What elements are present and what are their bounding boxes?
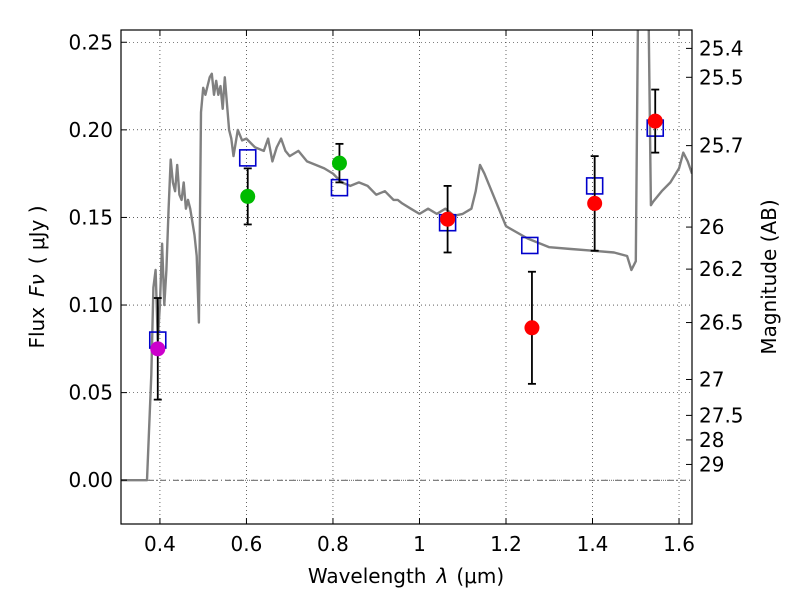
y-tick-label: 0.20	[68, 118, 113, 142]
y-tick-label: 0.15	[68, 205, 113, 229]
x-axis-label-prefix: Wavelength	[308, 564, 427, 588]
green-data-point	[240, 188, 256, 204]
x-tick-label: 0.4	[144, 532, 176, 556]
red-data-point	[524, 320, 540, 336]
y2-tick-label: 28	[699, 428, 724, 452]
y2-tick-label: 27.5	[699, 403, 744, 427]
x-tick-label: 0.6	[231, 532, 263, 556]
y-axis-label: Flux Fν ( μJy )	[25, 205, 49, 348]
y2-tick-label: 25.5	[699, 65, 744, 89]
y-tick-label: 0.00	[68, 468, 113, 492]
y-axis-label-prefix: Flux	[25, 307, 49, 349]
model-photometry-square	[520, 236, 539, 255]
axis-ticks: 0.4 0.6 0.8 1 1.2 1.4 1.6 0.00 0.05 0.10 0.15 0.20 0…	[68, 30, 744, 556]
y2-tick-label: 25.7	[699, 134, 744, 158]
y2-tick-label: 25.4	[699, 36, 744, 60]
x-tick-label: 0.8	[317, 532, 349, 556]
y-axis-label-unit: ( μJy )	[25, 205, 49, 264]
y-axis-label-symbol: Fν	[25, 274, 49, 297]
x-axis-label-unit: (μm)	[456, 564, 504, 588]
y2-tick-label: 29	[699, 452, 724, 476]
y2-tick-label: 26.5	[699, 311, 744, 335]
y2-tick-label: 26.2	[699, 257, 744, 281]
red-data-point	[440, 211, 456, 227]
x-tick-label: 1.4	[577, 532, 609, 556]
red-data-point	[587, 195, 603, 211]
y2-axis-label: Magnitude (AB)	[757, 199, 781, 354]
x-tick-label: 1.6	[663, 532, 695, 556]
x-tick-label: 1	[413, 532, 426, 556]
magenta-data-point	[150, 341, 166, 357]
plot-frame	[120, 29, 693, 525]
y2-tick-label: 26	[699, 215, 724, 239]
plot-area	[121, 30, 692, 482]
y-tick-label: 0.05	[68, 381, 113, 405]
sed-model-line	[121, 30, 692, 482]
model-photometry-square	[238, 149, 257, 167]
x-axis-label: Wavelength λ (μm)	[308, 564, 504, 588]
red-data-point	[647, 113, 663, 129]
grid-lines	[121, 30, 692, 524]
x-axis-label-symbol: λ	[436, 564, 449, 588]
y2-tick-label: 27	[699, 367, 724, 391]
y-tick-label: 0.25	[68, 30, 113, 54]
x-tick-label: 1.2	[490, 532, 522, 556]
green-data-point	[331, 155, 347, 171]
y-tick-label: 0.10	[68, 293, 113, 317]
